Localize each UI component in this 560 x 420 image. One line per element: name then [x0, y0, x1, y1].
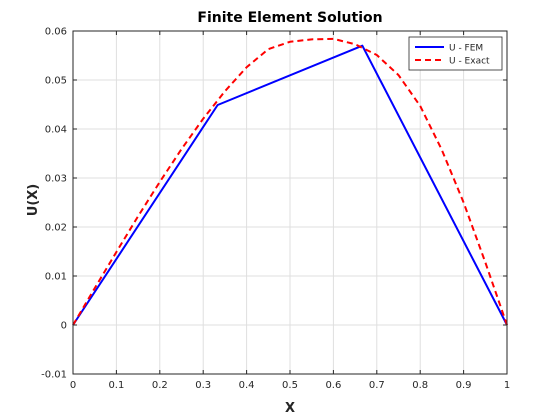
x-tick-label: 0.2 — [152, 380, 168, 391]
chart-title: Finite Element Solution — [197, 10, 382, 26]
series-layer — [72, 37, 508, 326]
y-tick-label: 0.04 — [45, 125, 67, 136]
y-tick-label: 0 — [61, 321, 67, 332]
y-tick-label: 0.01 — [45, 272, 67, 283]
x-tick-label: 0.5 — [282, 380, 298, 391]
y-tick-label: 0.06 — [45, 27, 67, 38]
legend-label: U - Exact — [449, 57, 490, 67]
y-axis-title: U(X) — [26, 184, 41, 216]
x-tick-label: 0.7 — [369, 380, 385, 391]
x-tick-label: 0.1 — [108, 380, 124, 391]
plot-area: 0 0.1 0.2 0.3 0.4 0.5 0.6 0.7 0.8 0.9 1-0.0100.010… — [41, 27, 510, 392]
y-tick-label: 0.03 — [45, 174, 67, 185]
ticks: 0 0.1 0.2 0.3 0.4 0.5 0.6 0.7 0.8 0.9 1-0.0100.010… — [41, 27, 510, 392]
x-tick-label: 0.9 — [456, 380, 472, 391]
x-tick-label: 0.4 — [239, 380, 255, 391]
y-tick-label: 0.02 — [45, 223, 67, 234]
x-tick-label: 0.3 — [195, 380, 211, 391]
x-tick-label: 0.6 — [325, 380, 341, 391]
x-tick-label: 1 — [504, 380, 510, 391]
legend-box — [408, 36, 503, 71]
x-axis-title: X — [285, 401, 295, 416]
x-tick-label: 0 — [70, 380, 76, 391]
legend-label: U - FEM — [449, 44, 483, 54]
series-line-u-exact — [72, 37, 508, 326]
y-tick-label: 0.05 — [45, 76, 67, 87]
legend: U - FEM U - Exact — [408, 36, 503, 71]
x-tick-label: 0.8 — [412, 380, 428, 391]
y-tick-label: -0.01 — [41, 370, 67, 381]
series-line-u-fem — [72, 44, 508, 326]
